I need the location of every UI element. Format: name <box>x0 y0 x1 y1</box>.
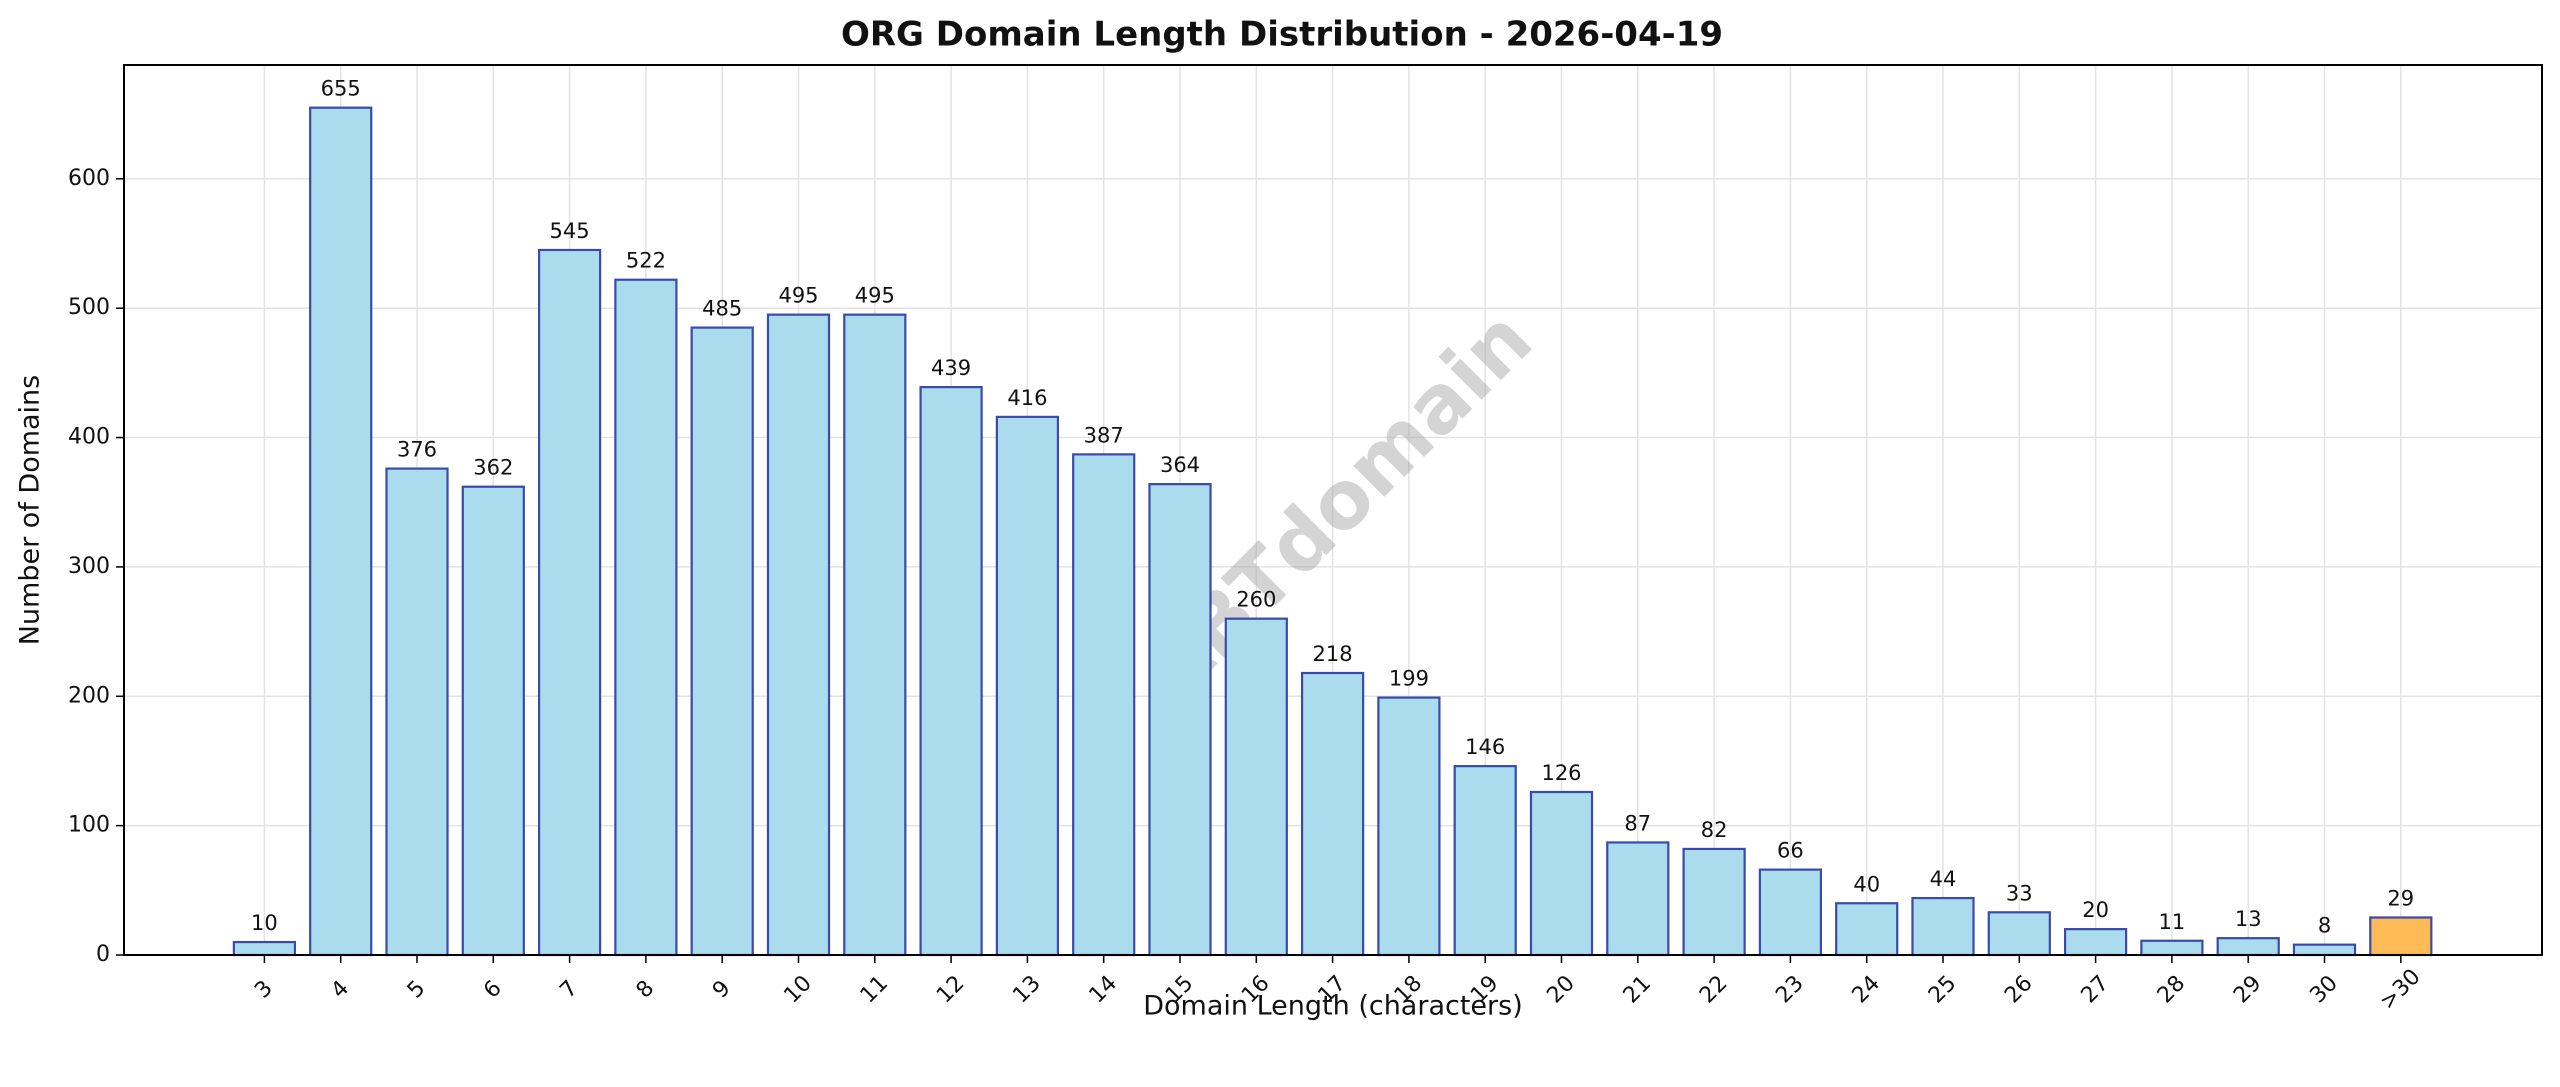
y-axis-label: Number of Domains <box>15 375 46 646</box>
value-label: 13 <box>2235 907 2262 931</box>
value-label: 522 <box>626 249 666 273</box>
value-label: 82 <box>1701 818 1728 842</box>
x-tick-label: 30 <box>2305 971 2342 1008</box>
bar <box>1377 696 1441 957</box>
value-label: 260 <box>1236 588 1276 612</box>
y-tick-label: 200 <box>68 683 110 708</box>
value-label: 40 <box>1853 872 1880 896</box>
x-tick-label: >30 <box>2375 964 2426 1015</box>
value-label: 362 <box>473 456 513 480</box>
x-axis-label: Domain Length (characters) <box>1143 991 1523 1022</box>
x-tick-label: 11 <box>856 971 893 1008</box>
value-label: 66 <box>1777 839 1804 863</box>
value-label: 44 <box>1930 867 1957 891</box>
value-label: 485 <box>702 297 742 321</box>
bar <box>614 278 678 957</box>
bar <box>2369 916 2433 957</box>
value-label: 495 <box>855 284 895 308</box>
value-label: 495 <box>778 284 818 308</box>
bar <box>843 313 907 957</box>
bar <box>1300 671 1365 957</box>
value-label: 8 <box>2318 914 2331 938</box>
bar <box>1606 841 1670 957</box>
x-tick-label: 22 <box>1695 971 1732 1008</box>
bar <box>537 248 602 957</box>
x-tick-label: 23 <box>1771 971 1808 1008</box>
value-label: 10 <box>251 911 278 935</box>
y-tick-label: 0 <box>96 942 110 967</box>
value-label: 29 <box>2387 886 2414 910</box>
value-label: 20 <box>2082 898 2109 922</box>
bar <box>1987 911 2051 957</box>
x-tick-label: 26 <box>2000 971 2037 1008</box>
bar <box>1835 902 1899 957</box>
x-tick-label: 20 <box>1542 971 1579 1008</box>
bar <box>1911 896 1975 957</box>
y-tick-label: 400 <box>68 425 110 450</box>
x-tick-label: 8 <box>632 976 660 1004</box>
bar <box>1072 453 1136 957</box>
y-tick-label: 500 <box>68 295 110 320</box>
bar <box>766 313 831 957</box>
bar <box>385 467 449 957</box>
value-label: 439 <box>931 356 971 380</box>
bar <box>1453 765 1517 957</box>
x-tick-label: 9 <box>708 976 736 1004</box>
value-label: 364 <box>1160 453 1200 477</box>
value-label: 545 <box>550 219 590 243</box>
x-tick-label: 13 <box>1008 971 1045 1008</box>
bar <box>2140 939 2204 957</box>
x-tick-label: 7 <box>555 976 583 1004</box>
value-label: 11 <box>2159 910 2186 934</box>
bar <box>2216 937 2280 957</box>
bar <box>690 326 754 957</box>
plot-frame <box>123 64 2543 956</box>
value-label: 199 <box>1389 667 1429 691</box>
x-tick-label: 14 <box>1085 971 1122 1008</box>
value-label: 33 <box>2006 881 2033 905</box>
x-tick-label: 27 <box>2077 971 2114 1008</box>
value-label: 218 <box>1313 642 1353 666</box>
x-tick-label: 10 <box>779 971 816 1008</box>
x-tick-label: 12 <box>932 971 969 1008</box>
value-label: 126 <box>1541 761 1581 785</box>
value-label: 655 <box>321 77 361 101</box>
y-tick-label: 300 <box>68 554 110 579</box>
x-tick-label: 6 <box>479 976 507 1004</box>
value-label: 416 <box>1007 386 1047 410</box>
x-tick-label: 24 <box>1848 971 1885 1008</box>
x-tick-label: 3 <box>250 976 278 1004</box>
bar <box>1758 868 1823 957</box>
bar <box>1224 617 1288 957</box>
value-label: 387 <box>1084 423 1124 447</box>
bar <box>919 386 983 957</box>
value-label: 87 <box>1624 811 1651 835</box>
bar <box>1682 847 1746 957</box>
value-label: 146 <box>1465 735 1505 759</box>
bar <box>2292 943 2357 957</box>
x-tick-label: 25 <box>1924 971 1961 1008</box>
x-tick-label: 28 <box>2153 971 2190 1008</box>
chart-title: ORG Domain Length Distribution - 2026-04… <box>841 15 1723 55</box>
bar <box>309 106 373 957</box>
bar <box>461 485 525 957</box>
bar <box>232 940 297 957</box>
bar <box>2063 928 2128 957</box>
y-tick-label: 100 <box>68 813 110 838</box>
x-tick-label: 5 <box>403 976 431 1004</box>
x-tick-label: 4 <box>327 976 355 1004</box>
x-tick-label: 29 <box>2229 971 2266 1008</box>
bar <box>1148 483 1212 957</box>
bar <box>995 415 1060 957</box>
x-tick-label: 21 <box>1619 971 1656 1008</box>
bar <box>1529 790 1594 957</box>
value-label: 376 <box>397 438 437 462</box>
y-tick-label: 600 <box>68 166 110 191</box>
